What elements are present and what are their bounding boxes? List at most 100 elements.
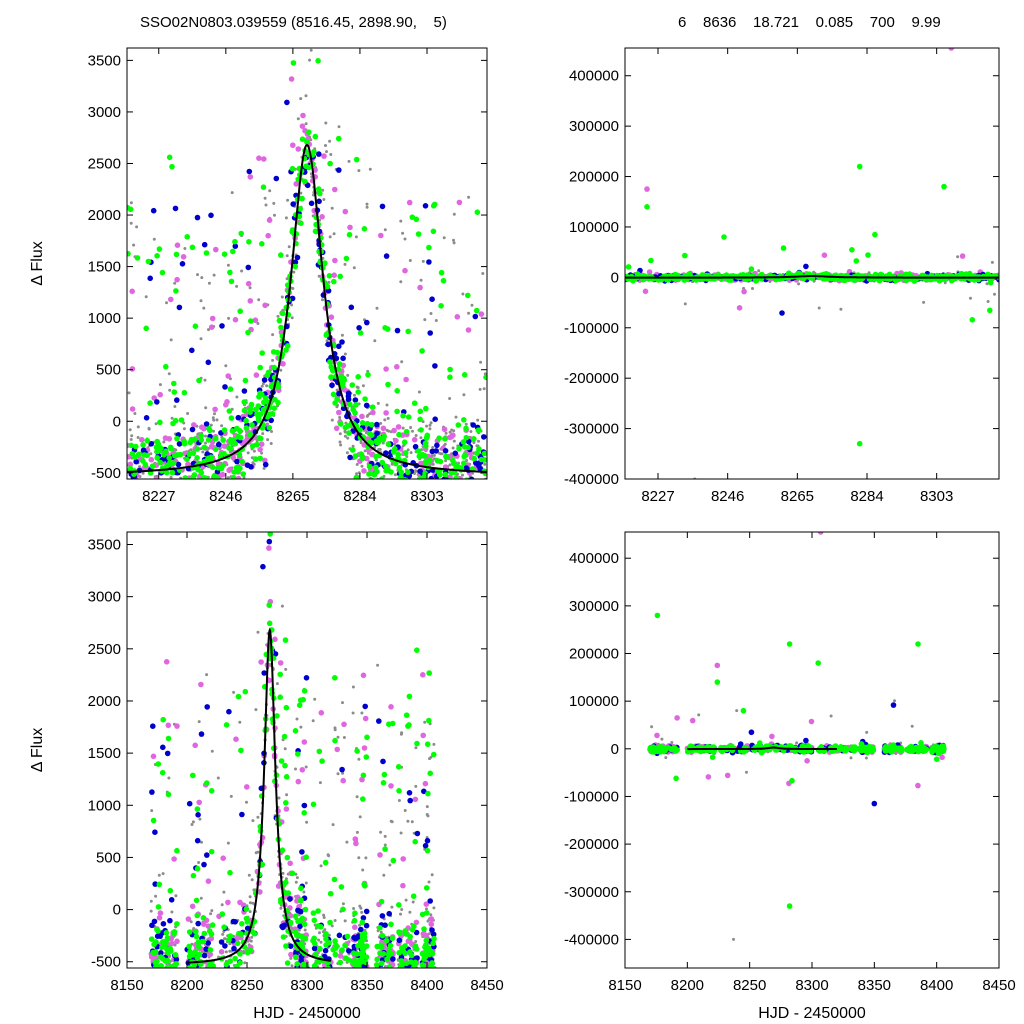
data-point	[460, 490, 463, 493]
data-point	[406, 790, 413, 796]
data-point	[470, 481, 476, 487]
data-point	[305, 994, 308, 997]
data-point	[276, 317, 283, 324]
data-point	[779, 310, 785, 316]
data-point	[383, 834, 387, 838]
data-point	[403, 979, 406, 982]
data-point	[198, 496, 204, 502]
data-point	[426, 919, 430, 923]
data-point	[386, 981, 389, 984]
data-point	[162, 993, 165, 996]
data-point	[428, 932, 432, 936]
data-point	[378, 448, 382, 451]
data-point	[198, 970, 204, 976]
data-point	[333, 992, 339, 998]
data-point	[189, 920, 193, 924]
data-point	[210, 749, 214, 753]
data-point	[216, 482, 222, 488]
data-point	[148, 456, 155, 463]
data-point	[390, 999, 393, 1002]
data-point	[337, 973, 340, 976]
data-point	[397, 992, 400, 995]
data-point	[338, 981, 341, 984]
data-point	[401, 231, 405, 235]
data-point	[363, 1019, 369, 1024]
data-point	[356, 995, 359, 998]
data-point	[159, 269, 166, 276]
data-point	[302, 178, 308, 185]
data-point	[166, 455, 172, 461]
data-point	[192, 323, 199, 330]
data-point	[164, 986, 170, 992]
data-point	[333, 355, 340, 362]
data-point	[443, 491, 449, 497]
data-point	[322, 260, 328, 266]
data-point	[230, 918, 237, 925]
data-point	[343, 430, 347, 434]
data-point	[202, 1000, 205, 1003]
data-point	[987, 307, 993, 314]
data-point	[299, 136, 306, 142]
data-point	[173, 281, 177, 285]
data-point	[423, 901, 430, 907]
data-point	[361, 384, 365, 388]
data-point	[375, 306, 379, 310]
data-point	[427, 330, 434, 336]
data-point	[357, 427, 363, 433]
data-point	[472, 313, 479, 320]
data-point	[430, 228, 437, 235]
data-point	[350, 969, 356, 975]
data-point	[222, 384, 228, 390]
data-point	[468, 476, 475, 479]
data-point	[362, 703, 369, 710]
data-point	[210, 464, 216, 471]
data-point	[400, 974, 403, 977]
plot-frame	[126, 47, 488, 480]
data-point	[241, 969, 244, 972]
data-point	[197, 503, 200, 506]
data-point	[127, 503, 133, 509]
data-point	[204, 480, 207, 483]
data-point	[294, 254, 301, 261]
data-point	[325, 288, 332, 294]
data-point	[405, 976, 408, 979]
data-point	[150, 207, 157, 214]
data-point	[252, 317, 259, 324]
data-point	[458, 514, 464, 520]
data-point	[232, 316, 239, 323]
data-point	[325, 339, 329, 343]
data-point	[414, 469, 417, 473]
data-point	[398, 474, 404, 479]
data-point	[969, 317, 976, 323]
data-point	[266, 217, 273, 223]
data-point	[261, 382, 265, 386]
data-point	[149, 452, 153, 456]
data-point	[189, 970, 192, 973]
data-point	[757, 269, 761, 273]
data-point	[474, 209, 481, 215]
data-point	[207, 328, 210, 332]
data-point	[159, 993, 162, 996]
data-point	[166, 998, 169, 1001]
data-point	[378, 971, 381, 974]
data-point	[406, 199, 413, 206]
data-point	[304, 970, 307, 973]
data-point	[422, 519, 428, 525]
data-point	[149, 463, 156, 470]
data-point	[245, 329, 251, 336]
data-point	[185, 916, 192, 922]
data-point	[256, 850, 260, 854]
data-point	[461, 473, 464, 477]
data-point	[143, 415, 150, 421]
data-point	[331, 823, 335, 827]
data-point	[455, 486, 458, 489]
data-point	[355, 472, 358, 476]
data-point	[187, 491, 190, 494]
data-point	[399, 912, 402, 916]
data-point	[480, 521, 486, 527]
panel-bottom-left: 8150 8200 8250 8300 8350 8400 8450-50005001000…	[29, 531, 504, 1024]
data-point	[127, 391, 131, 395]
data-point	[359, 413, 365, 420]
data-point	[294, 31, 300, 37]
series-grey	[625, 255, 999, 479]
